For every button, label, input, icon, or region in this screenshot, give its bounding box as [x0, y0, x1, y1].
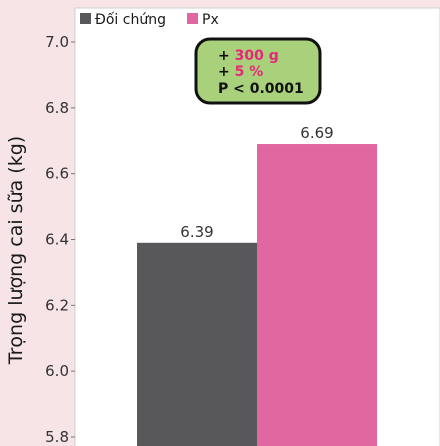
- bar-px: [257, 144, 377, 446]
- y-axis-label: Trọng lượng cai sữa (kg): [5, 136, 27, 365]
- y-tick-label: 7.0: [45, 33, 69, 51]
- svg-text:+ 5 %: + 5 %: [218, 64, 263, 80]
- annotation-percent-gain: 5 %: [235, 64, 264, 80]
- y-axis: 5.8 6.0 6.2 6.4 6.6 6.8 7.0: [45, 33, 75, 446]
- y-tick-label: 6.6: [45, 165, 69, 183]
- y-tick-label: 6.4: [45, 231, 69, 249]
- legend-label: Đối chứng: [95, 11, 166, 28]
- bar-value-label: 6.39: [180, 223, 213, 241]
- bars: 6.39 6.69: [137, 124, 377, 446]
- annotation-line2-prefix: +: [218, 64, 235, 80]
- legend: Đối chứng Px: [80, 11, 219, 28]
- annotation-p-value: P < 0.0001: [218, 81, 304, 97]
- legend-swatch: [187, 13, 198, 24]
- legend-swatch: [80, 13, 91, 24]
- bar-value-label: 6.69: [300, 124, 333, 142]
- svg-text:+ 300 g: + 300 g: [218, 48, 279, 64]
- y-tick-label: 6.2: [45, 296, 69, 314]
- legend-label: Px: [202, 12, 219, 28]
- y-tick-label: 5.8: [45, 428, 69, 446]
- y-tick-label: 6.8: [45, 99, 69, 117]
- y-tick-label: 6.0: [45, 362, 69, 380]
- annotation-line1-prefix: +: [218, 48, 235, 64]
- annotation-weight-gain: 300 g: [235, 48, 279, 64]
- annotation-box: + 300 g + 5 % P < 0.0001: [194, 37, 322, 105]
- bar-doi-chung: [137, 242, 257, 446]
